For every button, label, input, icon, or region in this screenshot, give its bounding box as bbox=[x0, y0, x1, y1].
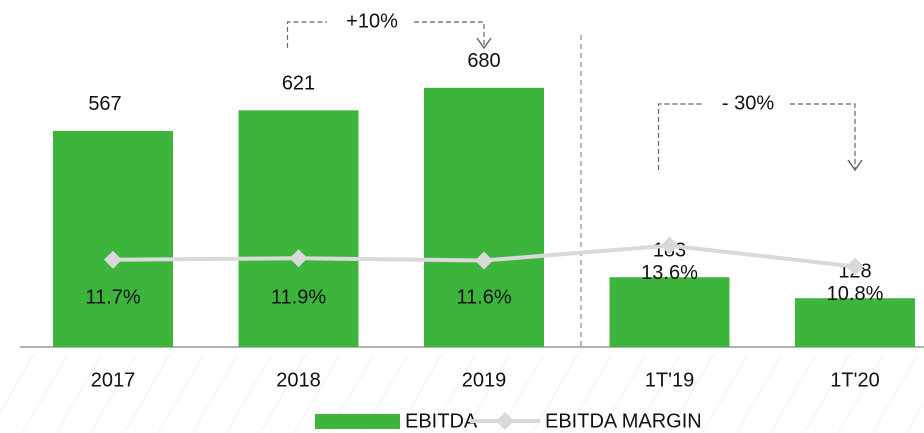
x-tick-label: 2017 bbox=[91, 369, 136, 391]
x-tick-label: 1T'19 bbox=[645, 369, 694, 391]
legend-key-bar bbox=[315, 414, 400, 429]
bar bbox=[238, 110, 359, 347]
bar bbox=[53, 130, 173, 347]
background-hatch bbox=[0, 355, 924, 433]
annotation-arrow bbox=[476, 37, 492, 50]
x-tick-label: 1T'20 bbox=[830, 369, 879, 391]
x-tick-label: 2019 bbox=[462, 369, 507, 391]
x-tick-label: 2018 bbox=[276, 369, 321, 391]
annotation-bracket bbox=[657, 103, 856, 170]
bar-value-label: 621 bbox=[282, 73, 315, 95]
legend-key-marker bbox=[496, 412, 514, 430]
bar-value-label: 680 bbox=[467, 50, 500, 72]
margin-marker bbox=[289, 249, 308, 268]
margin-value-label: 10.8% bbox=[827, 283, 884, 305]
legend-label: EBITDA bbox=[405, 410, 478, 432]
annotation-arrow bbox=[847, 159, 863, 172]
bar bbox=[424, 87, 544, 347]
margin-value-label: 11.7% bbox=[85, 286, 140, 308]
margin-value-label: 11.9% bbox=[271, 286, 326, 308]
margin-value-label: 11.6% bbox=[456, 286, 511, 308]
legend-label: EBITDA MARGIN bbox=[545, 410, 702, 432]
margin-marker bbox=[846, 257, 864, 276]
annotation-bracket bbox=[286, 21, 485, 48]
bar bbox=[795, 298, 915, 347]
margin-value-label: 13.6% bbox=[641, 262, 698, 284]
margin-marker bbox=[475, 251, 493, 270]
bar bbox=[609, 277, 730, 347]
bar-value-label: 567 bbox=[88, 93, 121, 115]
annotation-text: +10% bbox=[346, 10, 398, 32]
margin-marker bbox=[660, 236, 679, 255]
margin-marker bbox=[104, 250, 122, 269]
annotation-text: - 30% bbox=[722, 92, 774, 114]
